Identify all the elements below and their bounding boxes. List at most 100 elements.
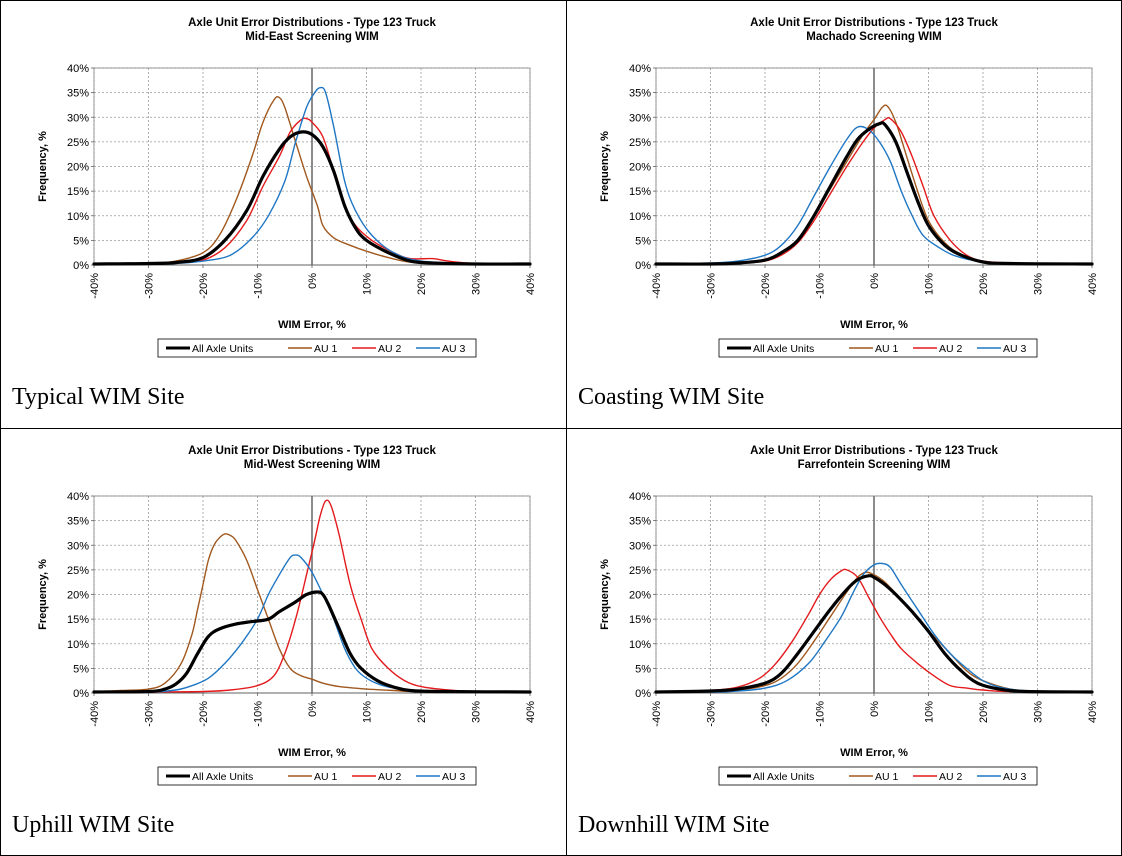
x-tick-label: -30% [144,701,156,727]
legend-box [157,766,477,786]
chart-coasting: Axle Unit Error Distributions - Type 123… [599,17,1099,358]
frame-middle-horizontal [0,428,1122,429]
chart-subtitle: Machado Screening WIM [806,31,941,43]
chart-title: Axle Unit Error Distributions - Type 123… [750,445,998,457]
y-tick-label: 40% [67,63,89,75]
x-tick-label: -40% [89,701,101,727]
series-line-au2 [655,568,1093,693]
y-tick-label: 20% [67,590,89,602]
panel-typical: Axle Unit Error Distributions - Type 123… [0,0,566,428]
y-axis-label: Frequency, % [599,131,611,202]
x-axis-label: WIM Error, % [278,747,346,759]
x-tick-label: 30% [1033,273,1045,295]
series-line-au1 [93,533,531,693]
x-tick-label: -20% [198,273,210,299]
x-tick-label: -30% [706,273,718,299]
legend: All Axle Units AU 1 AU 2 AU 3 [157,766,477,786]
y-tick-label: 40% [629,63,651,75]
y-tick-label: 20% [629,590,651,602]
x-tick-label: -40% [89,273,101,299]
x-tick-label: -20% [198,701,210,727]
site-label: Typical WIM Site [12,384,185,410]
x-tick-label: 10% [362,273,374,295]
legend-label: AU 3 [442,343,466,355]
series-line-au2 [93,499,531,693]
y-tick-label: 20% [67,162,89,174]
legend-box [157,338,477,358]
legend-label: AU 3 [1003,771,1027,783]
x-tick-label: 0% [869,273,881,289]
site-label: Uphill WIM Site [12,812,175,838]
legend: All Axle Units AU 1 AU 2 AU 3 [718,766,1038,786]
x-tick-label: 20% [978,701,990,723]
x-tick-label: 0% [869,701,881,717]
panel-uphill: Axle Unit Error Distributions - Type 123… [0,428,566,856]
x-tick-label: -40% [651,701,663,727]
series-line-all [654,574,1094,694]
y-axis-label: Frequency, % [37,131,49,202]
y-tick-label: 35% [629,88,651,100]
legend-label: AU 3 [442,771,466,783]
x-tick-label: 20% [416,701,428,723]
x-tick-label: 10% [924,701,936,723]
legend-label: All Axle Units [192,343,253,355]
y-tick-label: 30% [629,540,651,552]
x-tick-label: 40% [1087,273,1099,295]
site-label: Coasting WIM Site [578,384,765,410]
x-tick-label: 20% [978,273,990,295]
y-tick-label: 10% [629,639,651,651]
y-tick-label: 35% [67,88,89,100]
x-tick-label: -10% [815,701,827,727]
legend-label: All Axle Units [753,343,814,355]
x-tick-label: -20% [760,701,772,727]
x-axis-label: WIM Error, % [840,319,908,331]
legend-label: AU 1 [875,343,899,355]
legend-box [718,338,1038,358]
y-tick-label: 25% [629,565,651,577]
y-tick-label: 10% [629,211,651,223]
y-tick-label: 25% [629,137,651,149]
site-label: Downhill WIM Site [578,812,770,838]
chart-uphill: Axle Unit Error Distributions - Type 123… [37,445,537,786]
y-tick-label: 0% [73,260,89,272]
panel-downhill: Axle Unit Error Distributions - Type 123… [566,428,1122,856]
legend: All Axle Units AU 1 AU 2 AU 3 [157,338,477,358]
series-line-au3 [655,562,1093,693]
y-tick-label: 5% [635,663,651,675]
x-axis-label: WIM Error, % [278,319,346,331]
y-tick-label: 35% [629,516,651,528]
chart-title: Axle Unit Error Distributions - Type 123… [750,17,998,29]
chart-subtitle: Mid-West Screening WIM [244,459,381,471]
y-tick-label: 15% [67,186,89,198]
legend-label: All Axle Units [192,771,253,783]
y-tick-label: 40% [67,491,89,503]
y-tick-label: 10% [67,639,89,651]
legend-label: AU 3 [1003,343,1027,355]
y-tick-label: 30% [629,112,651,124]
series-line-all [92,130,532,266]
y-axis-label: Frequency, % [599,559,611,630]
x-tick-label: 40% [1087,701,1099,723]
legend-label: AU 2 [378,343,402,355]
x-tick-label: 30% [1033,701,1045,723]
y-tick-label: 40% [629,491,651,503]
x-tick-label: 10% [924,273,936,295]
x-tick-label: 40% [525,273,537,295]
y-tick-label: 5% [73,235,89,247]
y-tick-label: 0% [635,688,651,700]
legend-label: AU 2 [378,771,402,783]
y-tick-label: 0% [73,688,89,700]
y-tick-label: 25% [67,137,89,149]
series-line-all [654,121,1094,266]
x-tick-label: -30% [144,273,156,299]
series-line-au3 [93,554,531,693]
legend-box [718,766,1038,786]
legend-label: AU 1 [314,771,338,783]
panel-coasting: Axle Unit Error Distributions - Type 123… [566,0,1122,428]
legend-label: AU 2 [939,771,963,783]
x-tick-label: 0% [307,273,319,289]
x-tick-label: -20% [760,273,772,299]
series-line-au3 [93,86,531,266]
y-axis-label: Frequency, % [37,559,49,630]
legend-label: AU 1 [875,771,899,783]
